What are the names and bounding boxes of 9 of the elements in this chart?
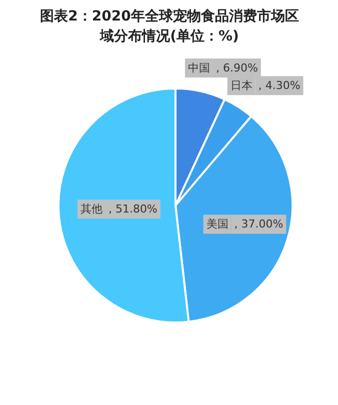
slice-label: 中国	[188, 62, 210, 75]
data-label: , 6.90%	[216, 62, 258, 75]
data-label: , 37.00%	[234, 218, 284, 231]
data-label: , 4.30%	[258, 79, 300, 92]
slice-label: 日本	[230, 79, 252, 92]
data-label: , 51.80%	[108, 202, 158, 216]
slice-label: 美国	[206, 218, 228, 231]
chart-title: 图表2：2020年全球宠物食品消费市场区域分布情况(单位：%)	[40, 8, 299, 44]
slice-label: 其他	[80, 202, 102, 216]
